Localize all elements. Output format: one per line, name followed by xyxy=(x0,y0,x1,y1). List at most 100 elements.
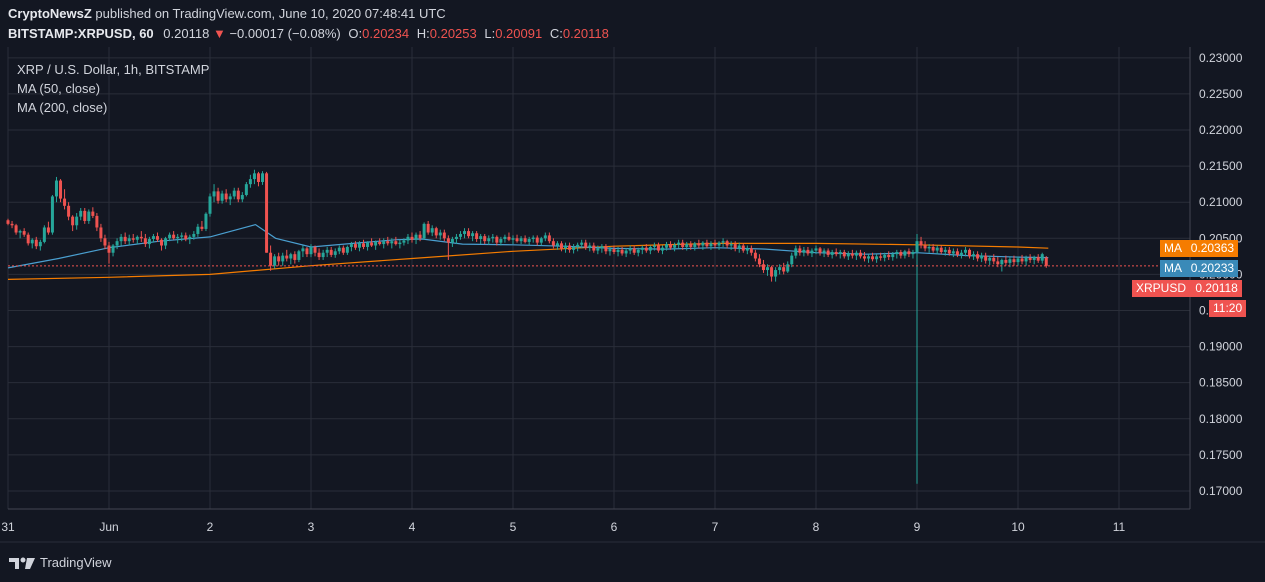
candle-body-down xyxy=(46,227,50,233)
candle-body-up xyxy=(345,246,349,253)
candle-body-down xyxy=(285,255,289,259)
candle-body-down xyxy=(947,249,951,254)
x-tick-label: 7 xyxy=(712,520,719,534)
candle-body-up xyxy=(1016,258,1020,263)
candle-body-up xyxy=(717,242,721,246)
candle-body-down xyxy=(592,245,596,251)
candle-body-down xyxy=(1004,259,1008,263)
candle-body-down xyxy=(907,251,911,255)
legend-title[interactable]: XRP / U.S. Dollar, 1h, BITSTAMP xyxy=(17,62,210,77)
candle-body-up xyxy=(188,236,192,240)
candle-body-down xyxy=(475,233,479,240)
candle-body-up xyxy=(721,241,725,243)
candle-body-up xyxy=(164,238,168,246)
candle-body-down xyxy=(919,241,923,246)
candle-body-down xyxy=(887,254,891,258)
legend-ma200[interactable]: MA (200, close) xyxy=(17,100,108,115)
candle-body-down xyxy=(99,227,103,239)
candle-body-up xyxy=(778,267,782,271)
candle-body-up xyxy=(963,249,967,253)
last-price: 0.20118 xyxy=(163,26,210,41)
chart-legend: XRP / U.S. Dollar, 1h, BITSTAMP MA (50, … xyxy=(17,60,209,117)
candle-body-up xyxy=(1024,257,1028,262)
candle-body-up xyxy=(895,252,899,255)
candle-body-down xyxy=(923,245,927,249)
high-value: 0.20253 xyxy=(429,26,477,41)
candle-body-down xyxy=(1028,257,1032,260)
candle-body-up xyxy=(927,246,931,249)
x-tick-label: 4 xyxy=(409,520,416,534)
candle-body-up xyxy=(18,231,22,233)
candle-body-up xyxy=(564,245,568,249)
candle-body-up xyxy=(794,248,798,256)
candle-body-up xyxy=(30,239,34,244)
publisher-name[interactable]: CryptoNewsZ xyxy=(8,6,92,21)
y-tick-label: 0.21000 xyxy=(1199,195,1243,209)
candle-body-down xyxy=(305,248,309,255)
ma200-price-tag: MA 0.20363 xyxy=(1160,240,1239,257)
candle-body-up xyxy=(297,251,301,260)
candle-body-down xyxy=(761,264,765,271)
candle-body-up xyxy=(463,231,467,234)
candle-body-down xyxy=(725,241,729,246)
candle-body-up xyxy=(422,223,426,239)
candle-body-up xyxy=(959,252,963,255)
candle-body-down xyxy=(236,190,240,200)
candle-body-down xyxy=(269,252,273,266)
candle-body-down xyxy=(293,254,297,260)
candle-body-down xyxy=(123,236,127,242)
candle-body-up xyxy=(228,196,232,200)
tradingview-brand[interactable]: TradingView xyxy=(40,554,112,570)
candle-body-down xyxy=(507,236,511,240)
candle-body-up xyxy=(248,179,252,185)
candle-body-down xyxy=(834,252,838,255)
candle-body-down xyxy=(216,191,220,201)
candle-body-up xyxy=(196,226,200,234)
candle-body-up xyxy=(822,250,826,253)
legend-ma50[interactable]: MA (50, close) xyxy=(17,81,101,96)
ma200-line-group xyxy=(7,242,1049,280)
candle-body-down xyxy=(172,234,176,239)
candle-body-up xyxy=(596,248,600,251)
publish-text: published on TradingView.com, June 10, 2… xyxy=(95,6,446,21)
candle-body-up xyxy=(709,243,713,247)
candle-body-up xyxy=(527,239,531,242)
candle-body-up xyxy=(628,248,632,251)
candle-body-up xyxy=(135,236,139,240)
publish-info: CryptoNewsZ published on TradingView.com… xyxy=(8,6,446,21)
candle-body-down xyxy=(200,226,204,229)
candle-body-up xyxy=(673,244,677,248)
candle-body-up xyxy=(75,216,79,226)
candle-body-down xyxy=(378,241,382,245)
candle-body-down xyxy=(523,238,527,242)
candle-body-up xyxy=(252,173,256,180)
candles xyxy=(6,169,1048,484)
candle-body-up xyxy=(988,257,992,261)
candle-body-up xyxy=(786,264,790,272)
candle-body-down xyxy=(386,241,390,244)
tradingview-logo-icon[interactable] xyxy=(8,554,36,570)
candle-body-up xyxy=(147,239,151,245)
candle-body-down xyxy=(899,252,903,256)
grid xyxy=(7,47,1190,509)
candle-body-up xyxy=(366,242,370,247)
candle-body-down xyxy=(551,241,555,246)
candle-body-down xyxy=(434,228,438,236)
candle-body-up xyxy=(911,252,915,255)
change-value: −0.00017 (−0.08%) xyxy=(229,26,341,41)
y-tick-label: 0.23000 xyxy=(1199,51,1243,65)
candle-body-down xyxy=(483,236,487,242)
symbol-label[interactable]: BITSTAMP:XRPUSD, 60 xyxy=(8,26,154,41)
candle-body-up xyxy=(1032,257,1036,260)
candle-body-up xyxy=(406,236,410,241)
candle-body-up xyxy=(580,242,584,245)
candle-body-up xyxy=(79,210,83,217)
candle-body-up xyxy=(479,236,483,240)
countdown-tag: 11:20 xyxy=(1209,300,1247,317)
candle-body-down xyxy=(139,236,143,239)
candle-body-up xyxy=(539,238,543,243)
ma50-tag-value: 0.20233 xyxy=(1190,261,1235,275)
candle-body-up xyxy=(438,232,442,236)
axes: 0.230000.225000.220000.215000.210000.205… xyxy=(0,47,1265,543)
